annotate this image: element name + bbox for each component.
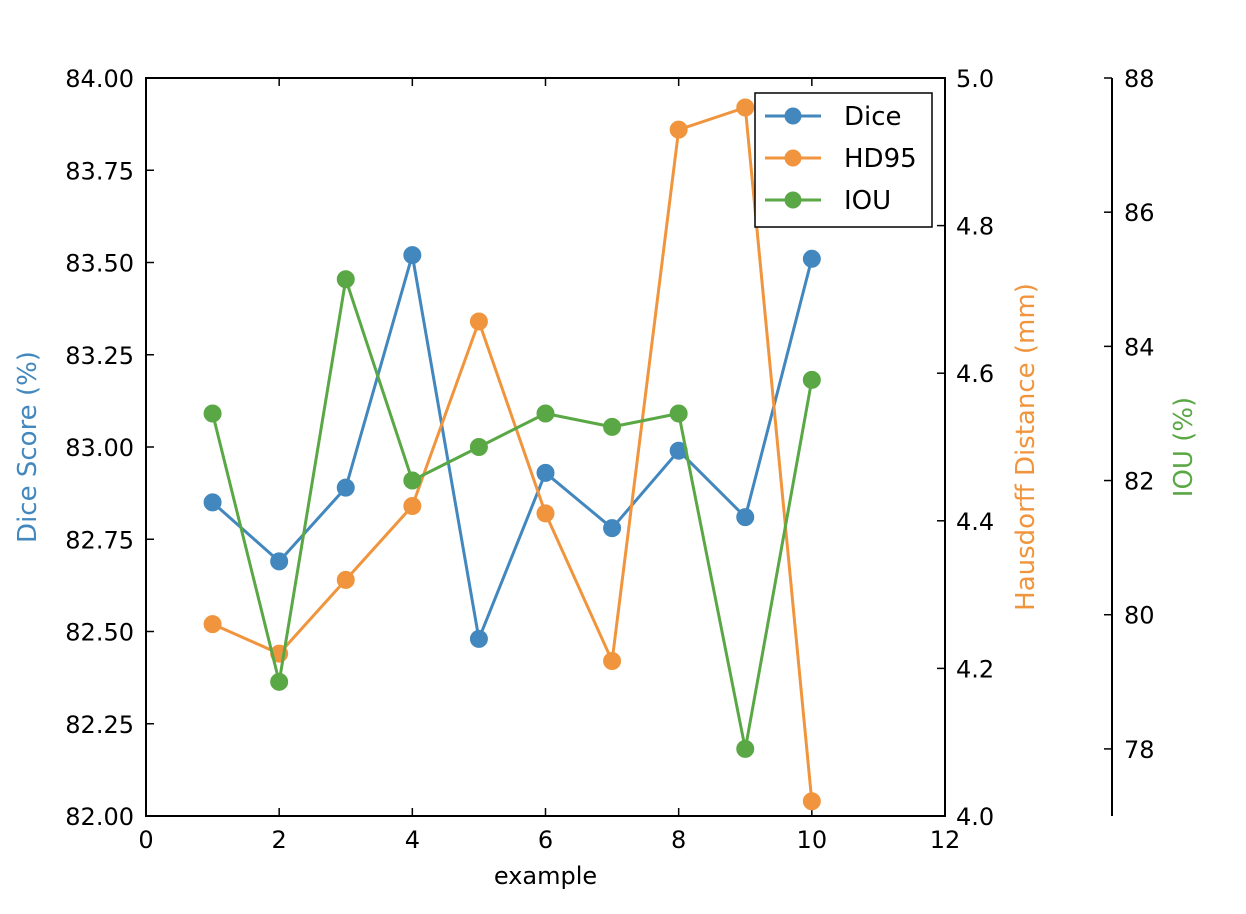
data-point-iou — [336, 270, 355, 289]
right-y-tick-label: 5.0 — [956, 65, 994, 93]
data-point-hd95 — [203, 615, 222, 634]
right-y-tick-label: 4.6 — [956, 360, 994, 388]
left-y-tick-label: 83.50 — [65, 250, 134, 278]
data-point-hd95 — [336, 570, 355, 589]
data-point-hd95 — [603, 652, 622, 671]
data-point-dice — [736, 508, 755, 527]
data-point-hd95 — [802, 792, 821, 811]
data-point-iou — [669, 404, 688, 423]
data-point-dice — [536, 463, 555, 482]
data-point-hd95 — [736, 98, 755, 117]
iou-y-tick-label: 80 — [1124, 602, 1155, 630]
data-point-dice — [802, 249, 821, 268]
data-point-iou — [736, 739, 755, 758]
data-point-iou — [603, 417, 622, 436]
x-tick-label: 0 — [138, 826, 153, 854]
legend-marker-iou — [784, 191, 802, 209]
data-point-iou — [270, 672, 289, 691]
data-point-dice — [203, 493, 222, 512]
legend-marker-dice — [784, 107, 802, 125]
x-tick-label: 10 — [797, 826, 828, 854]
iou-axis-title: IOU (%) — [1169, 397, 1199, 497]
right-y-tick-label: 4.2 — [956, 655, 994, 683]
data-point-iou — [403, 471, 422, 490]
x-tick-label: 4 — [405, 826, 420, 854]
data-point-iou — [469, 438, 488, 456]
left-y-tick-label: 83.00 — [65, 434, 134, 462]
data-point-hd95 — [403, 497, 422, 516]
iou-y-tick-label: 88 — [1124, 65, 1155, 93]
data-point-dice — [403, 246, 422, 265]
iou-y-tick-label: 84 — [1124, 333, 1155, 361]
legend-marker-hd95 — [784, 149, 802, 167]
left-y-tick-label: 83.25 — [65, 342, 134, 370]
right-y-tick-label: 4.0 — [956, 803, 994, 831]
x-tick-label: 8 — [671, 826, 686, 854]
legend-label-dice: Dice — [844, 102, 902, 132]
left-y-tick-label: 82.75 — [65, 526, 134, 554]
iou-y-tick-label: 78 — [1124, 736, 1155, 764]
data-point-dice — [603, 519, 622, 538]
legend-label-hd95: HD95 — [844, 144, 917, 174]
left-y-tick-label: 82.00 — [65, 803, 134, 831]
data-point-iou — [802, 370, 821, 389]
dice-axis-title: Dice Score (%) — [13, 351, 43, 543]
data-point-dice — [469, 629, 488, 648]
series-line-dice — [211, 253, 814, 641]
data-point-hd95 — [469, 312, 488, 331]
series-line-iou — [211, 277, 814, 751]
right-y-tick-label: 4.4 — [956, 508, 994, 536]
iou-y-tick-label: 82 — [1124, 468, 1155, 496]
right-y-tick-label: 4.8 — [956, 213, 994, 241]
series-line-hd95 — [211, 106, 814, 802]
x-tick-label: 6 — [538, 826, 553, 854]
data-point-iou — [536, 404, 555, 423]
iou-y-tick-label: 86 — [1124, 199, 1155, 227]
x-tick-label: 12 — [930, 826, 961, 854]
left-y-tick-label: 82.50 — [65, 619, 134, 647]
hd95-axis-title: Hausdorff Distance (mm) — [1011, 283, 1041, 611]
left-y-tick-label: 84.00 — [65, 65, 134, 93]
left-y-tick-label: 83.75 — [65, 157, 134, 185]
left-y-tick-label: 82.25 — [65, 711, 134, 739]
legend-label-iou: IOU — [844, 186, 891, 216]
data-point-dice — [270, 552, 289, 571]
data-point-hd95 — [669, 120, 688, 139]
data-point-hd95 — [536, 504, 555, 523]
data-point-iou — [203, 404, 222, 423]
x-axis-title: example — [494, 862, 597, 890]
x-tick-label: 2 — [272, 826, 287, 854]
data-point-dice — [336, 478, 355, 497]
